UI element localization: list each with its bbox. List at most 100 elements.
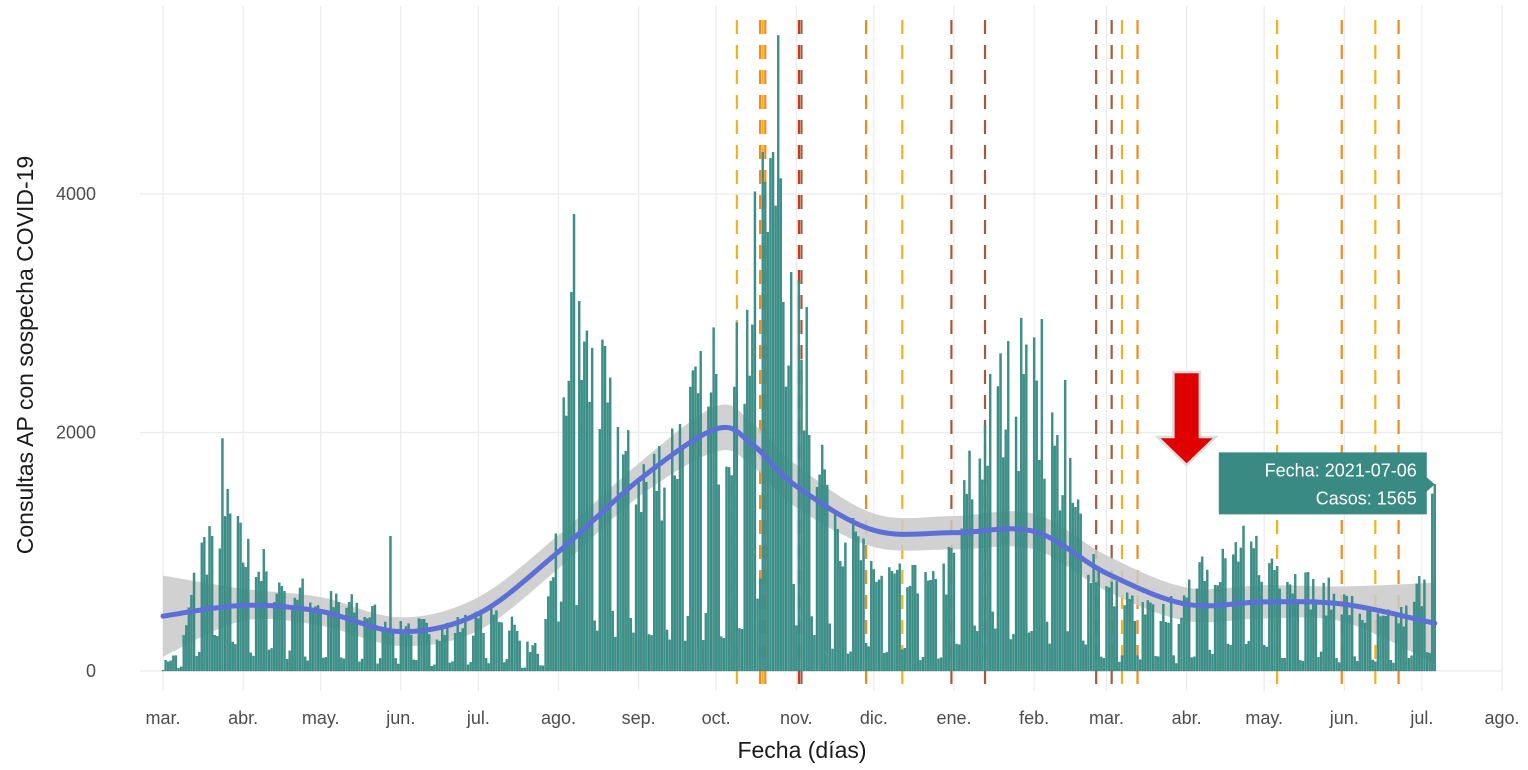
bar-2020-06-14 [433, 664, 436, 672]
bar-2021-01-08 [970, 499, 974, 672]
bar-2021-01-12 [981, 479, 984, 672]
bar-2021-01-01 [952, 552, 956, 672]
bar-2020-11-23 [852, 518, 855, 672]
bar-2021-06-16 [1381, 615, 1385, 672]
bar-2020-03-06 [174, 655, 178, 672]
bar-2021-06-26 [1407, 658, 1411, 672]
bar-2020-12-24 [932, 571, 935, 672]
x-tick-label: mar. [145, 708, 180, 728]
bar-2020-04-18 [285, 658, 289, 672]
bar-2020-09-09 [658, 446, 661, 672]
bar-2021-03-16 [1144, 614, 1147, 672]
bar-2020-05-12 [347, 602, 351, 672]
bar-2021-06-30 [1418, 576, 1421, 672]
bar-2020-08-16 [596, 630, 599, 672]
bar-2021-06-01 [1343, 594, 1346, 672]
bar-2020-12-18 [916, 593, 919, 672]
bar-2020-03-02 [164, 659, 167, 672]
x-tick-label: mar. [1089, 708, 1124, 728]
bar-2021-05-10 [1286, 581, 1289, 672]
bar-2021-03-03 [1110, 581, 1113, 672]
bar-2021-06-12 [1371, 659, 1374, 672]
bar-2021-02-24 [1092, 554, 1095, 672]
bar-2020-05-28 [389, 536, 392, 672]
bar-2020-11-02 [797, 280, 801, 672]
bar-2020-11-05 [805, 307, 808, 672]
bar-2020-05-19 [366, 618, 369, 672]
bar-2021-05-06 [1275, 565, 1279, 672]
bar-2021-04-05 [1195, 588, 1199, 672]
bar-2021-02-16 [1071, 502, 1075, 672]
bar-2020-04-02 [244, 566, 247, 672]
bar-2021-04-30 [1260, 581, 1263, 672]
bar-2020-05-09 [340, 657, 343, 672]
bar-2020-08-10 [580, 379, 583, 672]
bar-2021-07-01 [1420, 606, 1424, 672]
bar-2021-04-29 [1257, 575, 1261, 672]
bar-2020-08-03 [562, 397, 565, 672]
bar-2020-09-02 [640, 512, 643, 672]
bar-2021-05-05 [1273, 569, 1276, 672]
bar-2021-05-15 [1299, 660, 1302, 672]
bar-2021-07-05 [1431, 493, 1434, 672]
bar-2020-10-18 [758, 578, 762, 672]
bar-2020-10-20 [764, 181, 767, 672]
bar-2021-01-07 [968, 450, 971, 672]
bar-2020-06-17 [440, 626, 444, 672]
bar-2021-01-28 [1022, 374, 1025, 672]
bar-2020-06-20 [448, 662, 452, 672]
bar-2021-04-17 [1226, 643, 1230, 672]
bar-2021-06-11 [1368, 608, 1372, 672]
bar-2021-02-21 [1084, 644, 1088, 672]
bar-2020-12-02 [875, 581, 878, 672]
bar-2020-06-11 [425, 622, 428, 672]
bar-2021-03-02 [1107, 587, 1111, 672]
bar-2021-02-15 [1069, 457, 1072, 672]
bar-2021-04-22 [1239, 547, 1243, 672]
bar-2020-10-29 [787, 365, 790, 672]
bar-2021-03-26 [1169, 596, 1173, 672]
bar-2020-09-10 [660, 520, 664, 672]
bar-2020-12-06 [885, 652, 888, 672]
x-tick-label: ago. [541, 708, 576, 728]
bar-2021-04-14 [1219, 581, 1222, 672]
bar-2020-03-22 [216, 636, 219, 672]
bar-2020-04-07 [257, 571, 260, 672]
bar-2020-05-24 [378, 658, 382, 672]
bar-2020-03-14 [195, 656, 198, 672]
bar-2020-11-25 [857, 536, 860, 672]
bar-2020-09-21 [689, 386, 692, 672]
bar-2020-06-26 [464, 614, 467, 672]
bar-2021-05-03 [1268, 563, 1271, 672]
bar-2020-03-21 [213, 634, 216, 672]
bar-2020-04-11 [267, 649, 271, 672]
bar-2020-06-08 [417, 618, 421, 672]
x-tick-label: may. [1245, 708, 1283, 728]
bar-2021-01-15 [989, 374, 992, 672]
bar-2020-08-18 [601, 339, 604, 672]
bar-2020-07-12 [505, 659, 508, 672]
bar-2021-03-30 [1180, 617, 1183, 672]
bar-2021-05-31 [1340, 614, 1343, 672]
bar-2020-11-27 [862, 538, 865, 672]
bar-2020-07-03 [482, 633, 485, 672]
bar-2020-11-21 [846, 653, 850, 672]
bar-2020-05-14 [353, 612, 356, 672]
bar-2020-08-11 [583, 341, 586, 672]
bar-2020-06-06 [412, 659, 415, 672]
bar-2021-05-09 [1283, 658, 1287, 672]
bar-2021-01-22 [1007, 341, 1010, 672]
bar-2021-02-25 [1094, 582, 1098, 672]
bar-2020-07-14 [510, 616, 514, 672]
bar-2020-04-20 [291, 610, 294, 672]
bar-2021-06-25 [1405, 605, 1408, 672]
bar-2020-12-08 [890, 571, 894, 672]
bar-2020-05-29 [391, 632, 395, 672]
bar-2020-12-09 [893, 573, 896, 672]
bar-2020-10-07 [730, 475, 733, 672]
bar-2021-02-26 [1097, 568, 1100, 672]
bar-2020-04-08 [260, 581, 263, 672]
bar-2020-09-17 [678, 424, 682, 672]
bar-2020-08-05 [567, 380, 571, 672]
bar-2021-06-02 [1345, 596, 1349, 672]
